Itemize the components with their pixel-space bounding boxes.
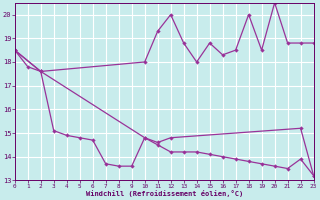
X-axis label: Windchill (Refroidissement éolien,°C): Windchill (Refroidissement éolien,°C) [85,190,243,197]
